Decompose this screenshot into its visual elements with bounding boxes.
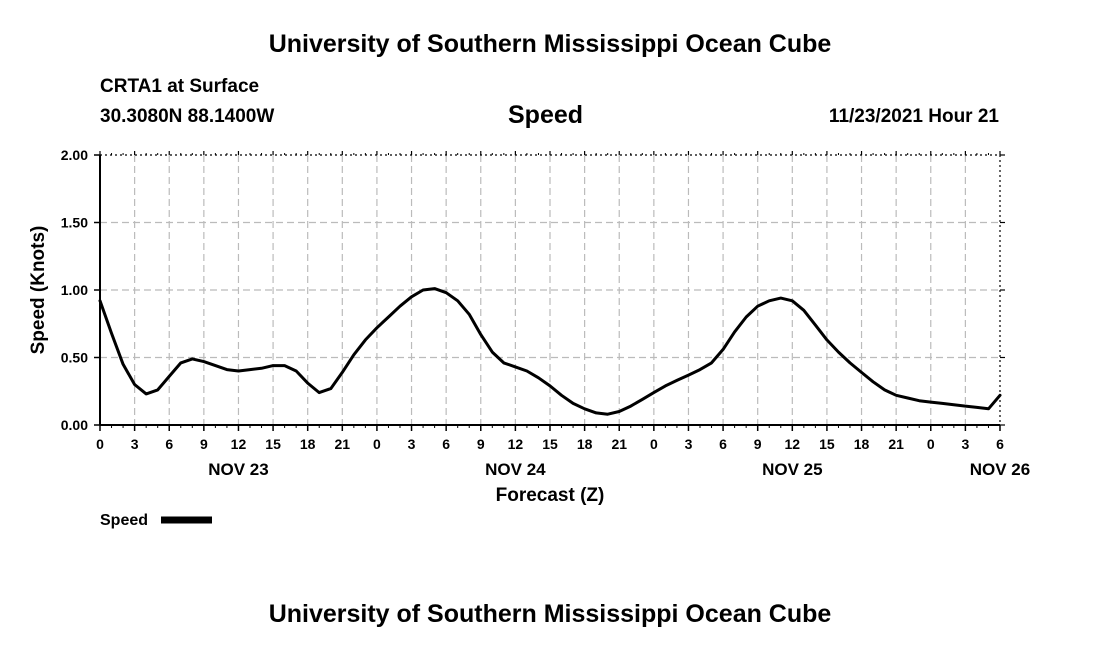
x-tick-label: 15 <box>542 436 558 452</box>
y-tick-label: 0.50 <box>61 350 88 366</box>
datetime-label: 11/23/2021 Hour 21 <box>828 106 999 127</box>
y-tick-label: 0.00 <box>61 417 88 433</box>
x-tick-label: 0 <box>96 436 104 452</box>
x-tick-label: 21 <box>611 436 627 452</box>
y-tick-label: 1.50 <box>61 215 88 231</box>
date-label: NOV 23 <box>208 460 268 479</box>
x-tick-label: 9 <box>200 436 208 452</box>
series-line-speed <box>98 287 1002 416</box>
y-tick-label: 1.00 <box>61 282 88 298</box>
page-title: University of Southern Mississippi Ocean… <box>268 30 832 58</box>
x-tick-label: 12 <box>508 436 524 452</box>
x-tick-label: 3 <box>408 436 416 452</box>
y-axis-title: Speed (Knots) <box>28 226 49 355</box>
labels: 0.00 0.50 1.00 1.50 2.00 0 3 6 9 12 15 18 21 0 3 6 9 12 15… <box>28 147 1030 529</box>
x-tick-label: 0 <box>373 436 381 452</box>
coordinates-label: 30.3080N 88.1400W <box>100 106 275 127</box>
x-tick-label: 9 <box>754 436 762 452</box>
x-tick-label: 3 <box>685 436 693 452</box>
legend-label: Speed <box>100 512 148 529</box>
axes <box>94 151 1005 431</box>
y-tick-label: 2.00 <box>61 147 88 163</box>
station-label: CRTA1 at Surface <box>100 76 260 97</box>
x-tick-label: 12 <box>785 436 801 452</box>
chart-title: Speed <box>508 101 584 129</box>
date-label: NOV 26 <box>970 460 1030 479</box>
x-tick-label: 21 <box>335 436 351 452</box>
x-tick-label: 0 <box>650 436 658 452</box>
x-tick-label: 6 <box>719 436 727 452</box>
x-tick-label: 18 <box>854 436 870 452</box>
date-label: NOV 24 <box>485 460 546 479</box>
grid <box>100 155 1000 425</box>
x-tick-label: 15 <box>819 436 835 452</box>
x-tick-label: 18 <box>577 436 593 452</box>
x-tick-label: 6 <box>442 436 450 452</box>
x-tick-label: 9 <box>477 436 485 452</box>
x-tick-label: 15 <box>265 436 281 452</box>
x-tick-label: 3 <box>131 436 139 452</box>
x-tick-label: 21 <box>888 436 904 452</box>
series <box>98 287 1002 416</box>
x-tick-label: 6 <box>996 436 1004 452</box>
x-axis-title: Forecast (Z) <box>496 485 605 506</box>
x-tick-label: 6 <box>165 436 173 452</box>
footer-title: University of Southern Mississippi Ocean… <box>268 600 832 628</box>
date-label: NOV 25 <box>762 460 822 479</box>
x-tick-label: 12 <box>231 436 247 452</box>
x-tick-label: 0 <box>927 436 935 452</box>
x-tick-label: 18 <box>300 436 316 452</box>
x-tick-label: 3 <box>961 436 969 452</box>
